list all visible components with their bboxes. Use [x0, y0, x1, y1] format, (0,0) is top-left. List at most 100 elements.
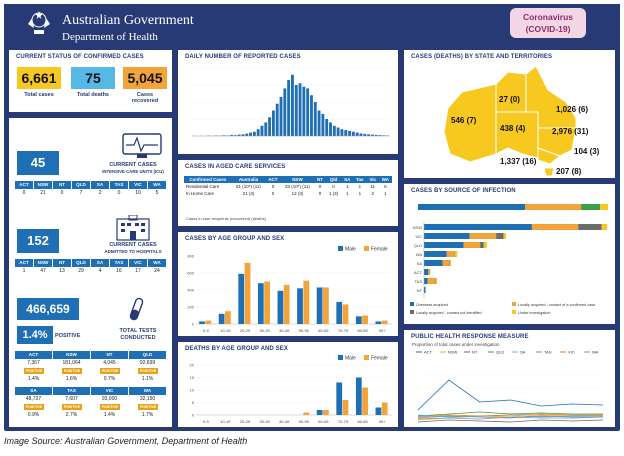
daily-bar	[233, 135, 237, 136]
source-bar-WA	[424, 251, 447, 257]
icu-label2: INTENSIVE CARE UNITS (ICU)	[102, 169, 164, 174]
bar-male-30-39	[257, 283, 264, 324]
state-header-nt: NT	[53, 259, 71, 267]
daily-bar	[283, 88, 287, 136]
daily-bar	[363, 133, 367, 136]
bar-female-80-89	[362, 315, 368, 324]
state-value-tas: 16	[116, 268, 122, 274]
daily-bar	[359, 133, 363, 136]
table-cell: 0	[332, 184, 335, 189]
test-tube-icon	[129, 297, 144, 321]
test-state-tas: TAS	[53, 387, 90, 395]
phrm-legend-label: QLD	[496, 350, 504, 355]
table-row: Residential Care 51 (10*) (11) 0 33 (10*) (…	[184, 183, 392, 190]
daily-bar	[313, 102, 317, 136]
aged-care-table: Confirmed Cases Australia ACT NSW NT Qld SA Tas…	[184, 176, 392, 197]
table-row: In Home Care 21 (3) 0 12 (3) 0 1 (3) 1 1 3 1	[184, 190, 392, 197]
daily-bar	[317, 110, 321, 136]
daily-bar	[329, 122, 332, 136]
australia-source-segment	[581, 204, 601, 210]
x-tick-label: 60-69	[318, 419, 329, 424]
phrm-legend-label: NSW	[448, 350, 458, 355]
test-positive-badge-act: POSITIVE	[24, 368, 44, 374]
state-value-nsw: 47	[40, 268, 46, 274]
x-tick-label: 30-39	[259, 328, 270, 333]
daily-bar	[271, 110, 275, 136]
deaths-age-title: Deaths by age group and sex	[185, 346, 288, 352]
map-label-vic: 1,337 (16)	[500, 157, 537, 166]
state-header-tas: TAS	[110, 181, 128, 189]
y-tick-label: 20	[190, 363, 195, 368]
source-category-label: NSW	[413, 225, 423, 230]
map-title: Cases (deaths) by state and territories	[411, 54, 553, 60]
source-bar-QLD	[480, 242, 484, 248]
state-value-nsw: 21	[40, 190, 46, 196]
legend-female-label: Female	[371, 247, 388, 253]
source-legend-swatch	[512, 310, 516, 314]
daily-bar	[351, 131, 355, 136]
x-tick-label: 10-19	[220, 328, 231, 333]
australia-source-segment	[418, 204, 526, 210]
y-tick-label: 0	[192, 322, 195, 327]
daily-bar	[230, 134, 233, 136]
daily-bar	[241, 134, 245, 136]
x-tick-label: 80-89	[357, 419, 368, 424]
age-sex-title: Cases by age group and sex	[185, 236, 285, 242]
aged-title: Cases in aged care services	[185, 164, 286, 170]
test-state-nt: NT	[91, 351, 128, 359]
age-sex-chart: 0 200 400 600 800 0-9 10-19 20-29 30-39 40-49 50-5…	[187, 246, 392, 333]
y-tick-label: 200	[187, 305, 194, 310]
phrm-legend-label: WA	[592, 350, 599, 355]
state-value-sa: 2	[98, 190, 102, 196]
icu-value: 45	[30, 155, 46, 170]
tests-state-grid: ACT 7,367 POSITIVE 1.4% NSW 181,064 POSITIVE 1.…	[15, 351, 167, 423]
daily-title: Daily number of reported cases	[185, 54, 301, 60]
vic-region	[537, 147, 562, 165]
phrm-legend-label: TAS	[544, 350, 552, 355]
tests-value: 466,659	[26, 302, 70, 316]
daily-bar	[355, 132, 359, 136]
bar-male-90+	[375, 407, 382, 415]
phrm-title: Public health response measure	[411, 334, 529, 340]
state-header-act: ACT	[15, 259, 33, 267]
source-legend-label: Overseas acquired	[416, 303, 448, 307]
test-state-act: ACT	[15, 351, 52, 359]
x-tick-label: 90+	[379, 419, 386, 424]
phrm-series-line	[417, 413, 603, 418]
nt-region	[495, 71, 527, 113]
daily-bar	[249, 132, 252, 136]
aged-header-cell: NSW	[280, 176, 315, 183]
source-panel: Cases by source of infection NSW VIC QLD WA…	[404, 184, 615, 324]
test-positive-badge-wa: POSITIVE	[138, 404, 158, 410]
x-tick-label: 70-79	[338, 419, 349, 424]
status-panel: Current status of confirmed cases 6,661 …	[9, 50, 172, 112]
source-category-label: NT	[417, 288, 423, 293]
daily-bar	[321, 113, 325, 136]
test-count-qld: 92,699	[139, 360, 156, 366]
table-cell: 33 (10*) (11)	[284, 184, 310, 189]
x-tick-label: 50-59	[299, 419, 310, 424]
state-value-wa: 24	[154, 268, 160, 274]
test-count-nsw: 181,064	[62, 360, 81, 366]
bar-male-80-89	[355, 316, 362, 324]
bar-male-60-69	[316, 410, 323, 415]
source-bar-TAS	[424, 278, 428, 284]
test-positive-badge-sa: POSITIVE	[24, 404, 44, 410]
daily-bar	[222, 135, 226, 136]
bar-female-90+	[381, 402, 388, 415]
test-pct-qld: 1.1%	[141, 376, 154, 382]
source-bar-NSW	[424, 224, 532, 230]
daily-bar	[336, 127, 340, 136]
daily-bar	[370, 134, 374, 136]
x-tick-label: 0-9	[203, 419, 210, 424]
table-cell: 0	[318, 191, 322, 196]
table-cell: 1	[345, 184, 349, 189]
tests-value-box: 466,659	[17, 298, 79, 320]
daily-bar	[237, 134, 241, 136]
test-positive-badge-nt: POSITIVE	[100, 368, 120, 374]
source-bar-NSW	[531, 224, 579, 230]
source-legend-label: Under investigation	[518, 311, 551, 315]
recovered-label: Cases recovered	[131, 92, 159, 104]
state-header-qld: QLD	[72, 181, 90, 189]
total-deaths-box: 75	[71, 67, 115, 89]
